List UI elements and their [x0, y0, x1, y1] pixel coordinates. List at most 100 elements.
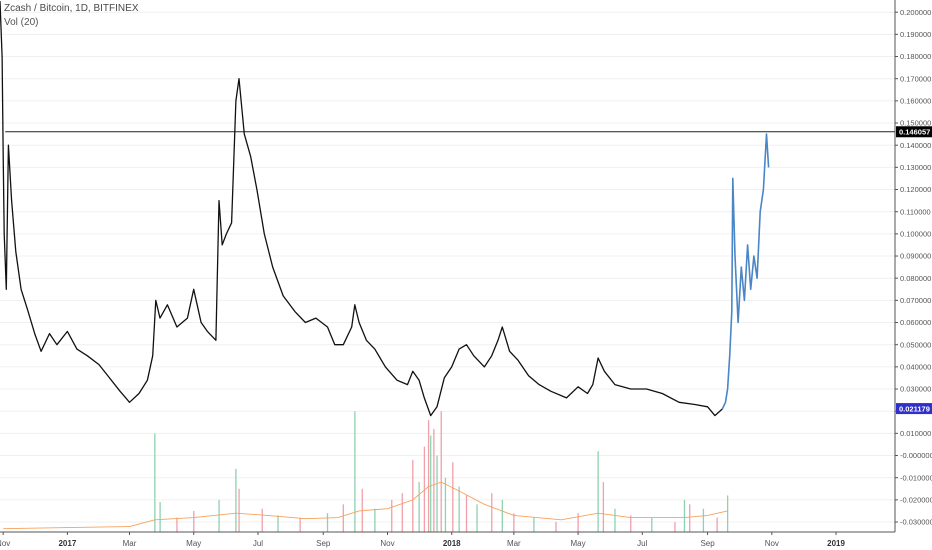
volume-bar — [726, 495, 729, 532]
volume-bar — [238, 488, 240, 532]
volume-bar — [577, 513, 579, 532]
time-axis-ticks[interactable]: Nov 2017 Mar May Jul Sep Nov 2018 Mar May Jul Sep No… — [0, 532, 845, 548]
level-price-badge-label: 0.146057 — [899, 127, 930, 136]
time-tick-label: 2017 — [58, 539, 76, 548]
volume-bar — [674, 522, 676, 532]
time-tick-label: Sep — [316, 539, 331, 548]
volume-bar — [630, 515, 632, 532]
volume-bar — [427, 420, 430, 532]
chart-title: Zcash / Bitcoin, 1D, BITFINEX — [4, 3, 139, 14]
volume-bar — [689, 504, 691, 532]
price-tick-label: 0.140000 — [900, 141, 931, 150]
volume-bar — [440, 411, 442, 532]
price-tick-label: 0.170000 — [900, 74, 931, 83]
price-tick-label: 0.040000 — [900, 362, 931, 371]
axes — [0, 0, 896, 533]
time-tick-label: 2019 — [827, 539, 845, 548]
volume-bar — [277, 515, 279, 532]
volume-bar — [342, 504, 344, 532]
price-tick-label: 0.080000 — [900, 274, 931, 283]
volume-bar — [176, 517, 178, 532]
recent-price-line — [721, 133, 770, 410]
volume-bar — [476, 504, 478, 532]
volume-ma-path — [3, 481, 728, 530]
price-tick-label: 0.030000 — [900, 385, 931, 394]
price-tick-label: 0.110000 — [900, 207, 931, 216]
volume-bar — [491, 493, 493, 532]
volume-bar — [430, 435, 432, 532]
time-tick-label: Jul — [637, 539, 647, 548]
volume-bar — [374, 508, 376, 532]
volume-bars — [154, 411, 729, 532]
volume-bar — [193, 510, 195, 532]
price-tick-label: 0.190000 — [900, 30, 931, 39]
time-tick-label: Sep — [700, 539, 715, 548]
time-tick-label: Jul — [253, 539, 263, 548]
time-tick-label: May — [571, 539, 586, 548]
level-price-badge-box — [896, 126, 932, 138]
price-tick-label: -0.030000 — [900, 518, 932, 527]
price-tick-label: 0.150000 — [900, 119, 931, 128]
price-axis-ticks[interactable]: 0.200000 0.190000 0.180000 0.170000 0.160000… — [895, 8, 932, 527]
current-price-badge-box — [896, 403, 932, 415]
volume-bar — [465, 495, 468, 532]
volume-ma-line — [3, 481, 728, 530]
time-tick-label: Mar — [507, 539, 521, 548]
price-tick-label: -0.010000 — [900, 473, 932, 482]
volume-bar — [159, 502, 161, 532]
price-tick-label: 0.100000 — [900, 229, 931, 238]
volume-bar — [702, 508, 705, 532]
time-tick-label: 2018 — [443, 539, 461, 548]
volume-bar — [299, 517, 301, 532]
volume-bar — [444, 477, 447, 532]
volume-bar — [716, 517, 718, 532]
price-tick-label: 0.120000 — [900, 185, 931, 194]
volume-bar — [513, 513, 515, 532]
price-line — [0, 1, 723, 417]
time-tick-label: Nov — [380, 539, 394, 548]
volume-bar — [433, 428, 435, 532]
volume-indicator-label[interactable]: Vol (20) — [4, 17, 39, 28]
volume-bar — [533, 517, 535, 532]
time-tick-label: Nov — [0, 539, 10, 548]
volume-bar — [436, 455, 438, 532]
price-tick-label: -0.000000 — [900, 451, 932, 460]
volume-bar — [354, 411, 356, 532]
price-tick-label: 0.060000 — [900, 318, 931, 327]
volume-bar — [597, 451, 599, 532]
price-tick-label: 0.200000 — [900, 8, 931, 17]
price-tick-label: 0.180000 — [900, 52, 931, 61]
volume-bar — [326, 513, 329, 532]
volume-bar — [391, 499, 393, 532]
volume-bar — [602, 482, 605, 532]
current-price-badge-label: 0.021179 — [899, 404, 930, 413]
time-tick-label: May — [186, 539, 201, 548]
volume-bar — [614, 508, 616, 532]
price-badges: 0.146057 0.021179 — [896, 126, 932, 415]
volume-bar — [235, 468, 237, 532]
price-tick-label: 0.130000 — [900, 163, 931, 172]
price-tick-label: 0.160000 — [900, 96, 931, 105]
volume-bar — [501, 499, 503, 532]
volume-bar — [412, 459, 414, 532]
volume-bar — [683, 499, 686, 532]
price-series-path — [0, 1, 723, 417]
volume-bar — [418, 482, 420, 532]
price-tick-label: 0.090000 — [900, 252, 931, 261]
price-tick-label: 0.070000 — [900, 296, 931, 305]
volume-bar — [555, 522, 557, 532]
time-tick-label: Nov — [765, 539, 779, 548]
volume-bar — [458, 486, 460, 532]
price-tick-label: -0.020000 — [900, 495, 932, 504]
recent-series-path — [721, 133, 770, 410]
volume-bar — [423, 446, 426, 532]
volume-bar — [651, 517, 653, 532]
time-tick-label: Mar — [123, 539, 137, 548]
price-tick-label: 0.010000 — [900, 429, 931, 438]
volume-bar — [218, 499, 220, 532]
volume-bar — [452, 462, 454, 532]
volume-bar — [154, 433, 156, 532]
volume-bar — [401, 493, 403, 532]
grid — [0, 11, 895, 523]
